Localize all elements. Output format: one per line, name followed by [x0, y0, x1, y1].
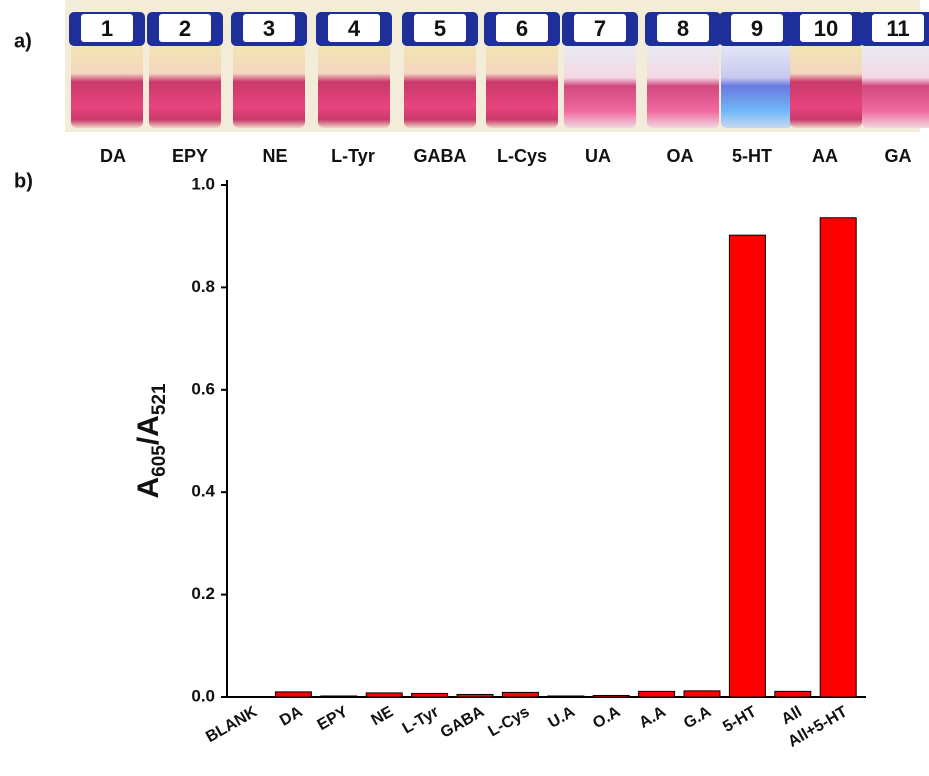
- x-tick-label: GABA: [438, 703, 488, 742]
- y-axis-label: A605/A521: [132, 383, 170, 499]
- bar: [684, 691, 720, 697]
- vial-name: DA: [100, 146, 126, 166]
- vial-photo: 1 DA 2 EPY 3 NE 4 L-Tyr 5 GABA 6 L-Cys 7 UA 8 OA 9 5-HT 10…: [69, 12, 929, 166]
- x-tick-label: DA: [277, 703, 306, 730]
- y-tick-label: 0.6: [191, 379, 215, 398]
- label-part: A: [132, 477, 165, 499]
- vial-number: 8: [677, 16, 689, 41]
- vial-body: [486, 44, 558, 128]
- bar: [502, 692, 538, 697]
- vial-number: 7: [594, 16, 606, 41]
- x-tick-label: EPY: [315, 703, 352, 734]
- x-tick-label: G.A: [681, 703, 715, 732]
- x-tick-label: BLANK: [203, 703, 260, 746]
- vial-name: AA: [812, 146, 838, 166]
- vial-name: 5-HT: [732, 146, 772, 166]
- vial-name: OA: [667, 146, 694, 166]
- vial-body: [564, 44, 636, 128]
- vial-body: [233, 44, 305, 128]
- vial-name: L-Cys: [497, 146, 547, 166]
- subscript: 521: [149, 383, 170, 415]
- vial-number: 9: [751, 16, 763, 41]
- bar: [639, 691, 675, 697]
- bar: [275, 692, 311, 697]
- y-tick-label: 0.4: [191, 482, 215, 501]
- vial-name: GA: [885, 146, 912, 166]
- bar: [457, 694, 493, 697]
- y-tick-label: 1.0: [191, 174, 215, 193]
- vial-number: 5: [434, 16, 446, 41]
- panel-label: b): [14, 170, 33, 192]
- vial-body: [149, 44, 221, 128]
- vial-body: [721, 44, 793, 128]
- bar: [321, 696, 357, 697]
- vial-body: [318, 44, 390, 128]
- x-tick-label: All: [779, 703, 805, 728]
- vial-name: UA: [585, 146, 611, 166]
- x-tick-label: A.A: [636, 703, 669, 732]
- bar: [775, 691, 811, 697]
- x-tick-label: L-Cys: [486, 703, 533, 740]
- bar: [593, 695, 629, 697]
- bar: [548, 696, 584, 697]
- vial-body: [647, 44, 719, 128]
- vial-number: 6: [516, 16, 528, 41]
- bar: [366, 693, 402, 697]
- vial-name: L-Tyr: [331, 146, 375, 166]
- vial-body: [404, 44, 476, 128]
- vial-name: EPY: [172, 146, 208, 166]
- bar: [729, 235, 765, 697]
- vial-number: 11: [886, 16, 909, 41]
- vial-body: [790, 44, 862, 128]
- figure: 1 DA 2 EPY 3 NE 4 L-Tyr 5 GABA 6 L-Cys 7 UA 8 OA 9 5-HT 10…: [0, 0, 929, 776]
- vial-number: 3: [263, 16, 275, 41]
- panel-label: a): [14, 30, 32, 52]
- vial-number: 4: [348, 16, 361, 41]
- y-tick-label: 0.8: [191, 277, 215, 296]
- x-tick-label: U.A: [546, 703, 579, 732]
- x-tick-label: O.A: [590, 703, 624, 732]
- bar: [820, 218, 856, 697]
- label-part: /A: [132, 415, 165, 445]
- x-tick-label: NE: [369, 703, 397, 729]
- vial-body: [71, 44, 143, 128]
- x-tick-label: L-Tyr: [400, 703, 442, 737]
- subscript: 605: [149, 445, 170, 477]
- vial-body: [862, 44, 929, 128]
- vial-number: 10: [814, 16, 838, 41]
- y-tick-label: 0.2: [191, 584, 215, 603]
- vial-name: NE: [262, 146, 287, 166]
- x-tick-label: 5-HT: [720, 703, 759, 736]
- bar: [412, 693, 448, 697]
- vial-number: 1: [101, 16, 113, 41]
- y-tick-label: 0.0: [191, 686, 215, 705]
- vial-name: GABA: [414, 146, 467, 166]
- vial-number: 2: [179, 16, 191, 41]
